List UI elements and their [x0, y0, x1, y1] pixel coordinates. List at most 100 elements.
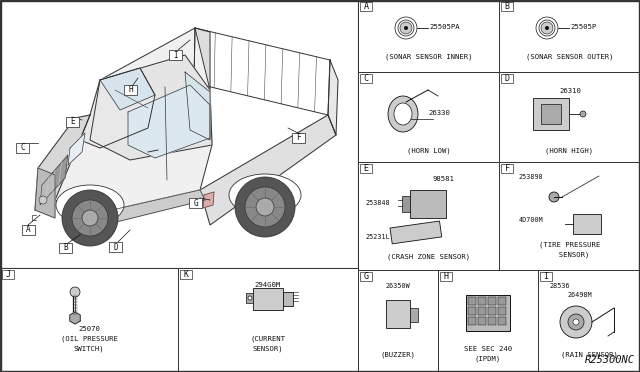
Text: (SONAR SENSOR INNER): (SONAR SENSOR INNER): [385, 54, 472, 61]
Text: F: F: [296, 134, 301, 142]
Text: 25231L: 25231L: [366, 234, 391, 240]
Circle shape: [400, 22, 412, 34]
Circle shape: [580, 111, 586, 117]
Polygon shape: [35, 168, 55, 218]
Bar: [360, 272, 372, 281]
Polygon shape: [40, 155, 68, 205]
Circle shape: [82, 210, 98, 226]
Bar: [501, 2, 513, 11]
Bar: [541, 104, 561, 124]
Bar: [386, 300, 410, 328]
Circle shape: [245, 187, 285, 227]
Text: (IPDM): (IPDM): [475, 356, 501, 362]
Bar: [501, 164, 513, 173]
Ellipse shape: [56, 185, 124, 225]
Text: (TIRE PRESSURE: (TIRE PRESSURE: [539, 242, 600, 248]
Bar: [358, 270, 438, 372]
Bar: [178, 268, 358, 372]
Bar: [59, 243, 72, 253]
Bar: [0, 268, 178, 372]
Circle shape: [235, 177, 295, 237]
Bar: [0, 0, 358, 268]
Circle shape: [568, 314, 584, 330]
Text: (RAIN SENSOR): (RAIN SENSOR): [561, 352, 618, 359]
Text: (CRASH ZONE SENSOR): (CRASH ZONE SENSOR): [387, 254, 470, 260]
Bar: [16, 143, 29, 153]
Bar: [22, 225, 35, 235]
Text: SWITCH): SWITCH): [74, 346, 104, 353]
Bar: [478, 317, 486, 325]
Bar: [410, 190, 446, 218]
Text: (OIL PRESSURE: (OIL PRESSURE: [61, 336, 117, 343]
Bar: [180, 270, 192, 279]
Circle shape: [573, 319, 579, 325]
Polygon shape: [194, 28, 210, 90]
Text: H: H: [444, 272, 449, 281]
Polygon shape: [203, 192, 214, 208]
Text: 26350W: 26350W: [386, 283, 410, 289]
Bar: [283, 292, 293, 306]
Circle shape: [39, 196, 47, 204]
Text: D: D: [504, 74, 509, 83]
Text: A: A: [26, 225, 31, 234]
Bar: [246, 293, 253, 303]
Bar: [488, 297, 496, 305]
Bar: [360, 164, 372, 173]
Text: 26498M: 26498M: [568, 292, 593, 298]
Bar: [488, 317, 496, 325]
Bar: [540, 272, 552, 281]
Text: H: H: [128, 86, 133, 94]
Bar: [189, 198, 202, 208]
Text: 253848: 253848: [366, 200, 391, 206]
Bar: [501, 74, 513, 83]
Text: J: J: [6, 270, 10, 279]
Bar: [410, 308, 418, 322]
Text: 28536: 28536: [550, 283, 571, 289]
Bar: [498, 307, 506, 315]
Bar: [66, 117, 79, 127]
Bar: [478, 297, 486, 305]
Text: B: B: [504, 2, 509, 11]
Text: SENSOR): SENSOR): [253, 346, 284, 353]
Bar: [438, 270, 538, 372]
Bar: [538, 270, 640, 372]
Text: (CURRENT: (CURRENT: [250, 336, 285, 343]
Text: (SONAR SENSOR OUTER): (SONAR SENSOR OUTER): [525, 54, 613, 61]
Bar: [498, 317, 506, 325]
Text: 98581: 98581: [433, 176, 454, 182]
Polygon shape: [100, 68, 155, 110]
Circle shape: [256, 198, 274, 216]
Ellipse shape: [388, 96, 418, 132]
Bar: [360, 2, 372, 11]
Polygon shape: [194, 28, 330, 115]
Bar: [498, 297, 506, 305]
Text: I: I: [543, 272, 548, 281]
Text: G: G: [193, 199, 198, 208]
Bar: [478, 307, 486, 315]
Text: 253898: 253898: [519, 174, 544, 180]
Text: E: E: [70, 118, 75, 126]
Text: B: B: [63, 244, 68, 253]
Text: C: C: [20, 144, 25, 153]
Circle shape: [545, 26, 549, 30]
Text: E: E: [364, 164, 369, 173]
Text: SEE SEC 240: SEE SEC 240: [464, 346, 512, 352]
Bar: [402, 196, 410, 212]
Text: 25505P: 25505P: [570, 24, 596, 30]
Polygon shape: [70, 312, 80, 324]
Ellipse shape: [394, 103, 412, 125]
Text: F: F: [504, 164, 509, 173]
Bar: [533, 98, 569, 130]
Circle shape: [248, 296, 252, 300]
Bar: [440, 272, 452, 281]
Bar: [499, 162, 640, 270]
Bar: [468, 317, 476, 325]
Polygon shape: [185, 72, 210, 140]
Text: I: I: [173, 51, 178, 60]
Text: (BUZZER): (BUZZER): [381, 352, 415, 359]
Circle shape: [72, 200, 108, 236]
Text: 25505PA: 25505PA: [429, 24, 460, 30]
Bar: [499, 72, 640, 162]
Bar: [358, 0, 499, 72]
Polygon shape: [90, 55, 212, 160]
